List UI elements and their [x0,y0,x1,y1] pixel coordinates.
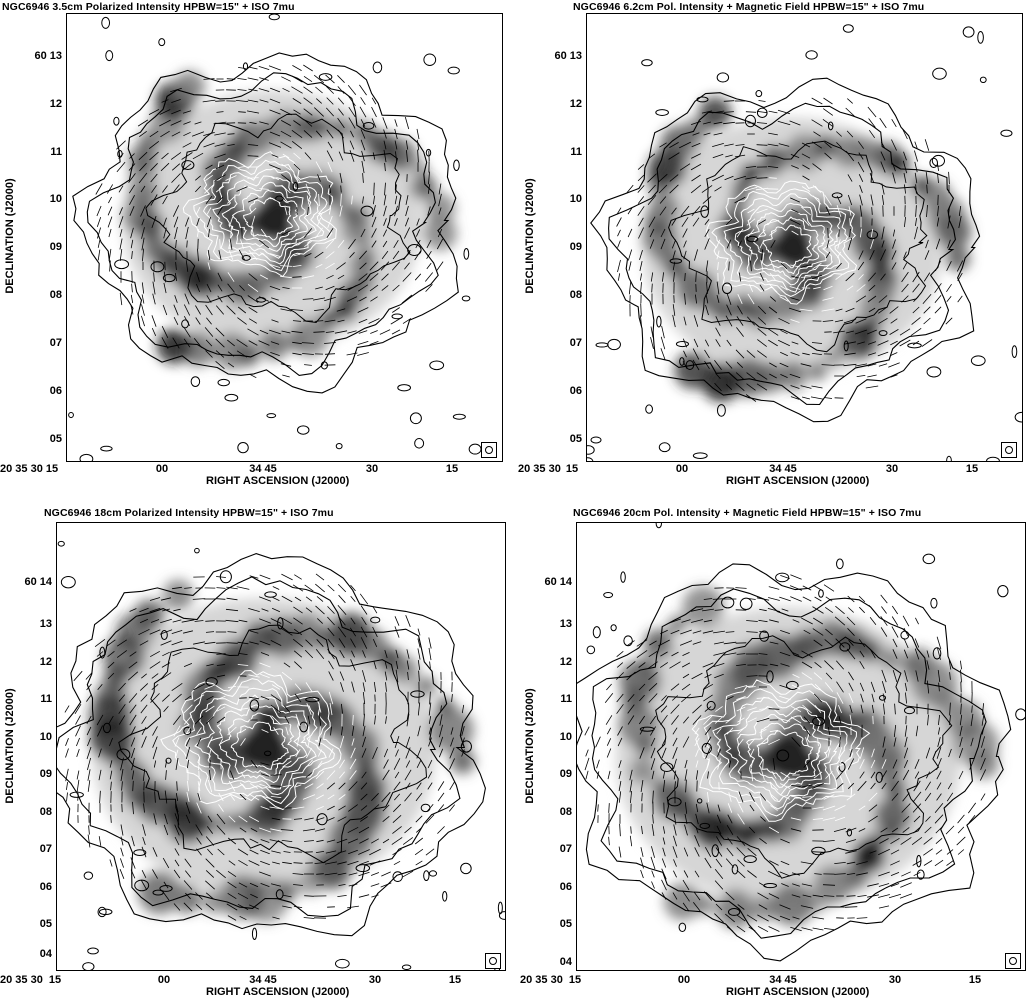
dec-tick-label: 10 [39,731,52,743]
ra-tick-label: 34 45 [769,463,797,475]
x-axis-title: RIGHT ASCENSION (J2000) [206,986,350,998]
panel-title: NGC6946 6.2cm Pol. Intensity + Magnetic … [573,1,925,13]
polarized-intensity-contours [68,14,482,461]
dec-tick-label: 60 13 [554,50,582,62]
ra-tick-label: 00 [675,463,689,475]
dec-tick-label: 09 [569,241,582,253]
ra-tick-label: 00 [155,463,169,475]
ra-tick-label: 34 45 [249,974,277,986]
panel-title: NGC6946 18cm Polarized Intensity HPBW=15… [44,507,334,519]
x-axis-title: RIGHT ASCENSION (J2000) [206,475,350,487]
y-axis-title: DECLINATION (J2000) [524,688,536,804]
ra-tick-label: 30 [888,974,902,986]
ra-tick-label: 15 [448,974,462,986]
y-axis-title: DECLINATION (J2000) [4,178,16,294]
panel-title: NGC6946 3.5cm Polarized Intensity HPBW=1… [2,1,295,13]
polarized-intensity-contours [587,24,1022,461]
polarization-map [57,540,505,970]
dec-tick-label: 60 14 [24,576,52,588]
polarization-map [577,523,1025,962]
dec-tick-label: 04 [559,956,572,968]
dec-tick-label: 60 14 [544,576,572,588]
beam-size-icon [481,442,497,458]
ra-tick-label: 30 [368,974,382,986]
map-frame [56,522,506,971]
dec-tick-label: 10 [559,731,572,743]
polarization-map [68,14,482,461]
polarization-map [587,24,1022,461]
magnetic-field-vectors [95,64,444,379]
dec-tick-label: 13 [39,618,52,630]
y-axis-title: DECLINATION (J2000) [4,688,16,804]
ra-tick-label: 30 [365,463,379,475]
ra-tick-label: 20 35 30 [520,974,563,986]
ra-tick-label: 15 [48,974,62,986]
ra-tick-label: 20 35 30 [0,974,43,986]
dec-tick-label: 07 [49,337,62,349]
dec-tick-label: 07 [39,843,52,855]
beam-size-icon [1005,953,1021,969]
ra-tick-label: 00 [677,974,691,986]
ra-tick-label: 15 [968,974,982,986]
dec-tick-label: 09 [39,768,52,780]
ra-tick-label: 15 [565,463,579,475]
map-frame [66,13,503,462]
dec-tick-label: 08 [559,806,572,818]
infrared-emission [122,70,457,370]
dec-tick-label: 05 [39,918,52,930]
dec-tick-label: 12 [569,98,582,110]
dec-tick-label: 06 [569,385,582,397]
dec-tick-label: 08 [39,806,52,818]
infrared-emission [641,96,972,402]
dec-tick-label: 09 [559,768,572,780]
dec-tick-label: 10 [49,193,62,205]
dec-tick-label: 04 [39,948,52,960]
magnetic-field-vectors [584,574,987,933]
x-axis-title: RIGHT ASCENSION (J2000) [726,475,870,487]
dec-tick-label: 05 [569,433,582,445]
ra-tick-label: 00 [157,974,171,986]
ra-tick-label: 15 [568,974,582,986]
dec-tick-label: 05 [559,918,572,930]
dec-tick-label: 13 [559,618,572,630]
ra-tick-label: 15 [445,463,459,475]
ra-tick-label: 20 35 30 [518,463,561,475]
magnetic-field-vectors [64,573,465,921]
ra-tick-label: 30 [885,463,899,475]
dec-tick-label: 08 [569,289,582,301]
dec-tick-label: 08 [49,289,62,301]
dec-tick-label: 09 [49,241,62,253]
beam-size-icon [1001,442,1017,458]
dec-tick-label: 06 [39,881,52,893]
dec-tick-label: 11 [50,146,62,158]
dec-tick-label: 60 13 [34,50,62,62]
dec-tick-label: 11 [560,693,572,705]
magnetic-field-vectors [616,97,964,402]
dec-tick-label: 12 [49,98,62,110]
dec-tick-label: 11 [40,693,52,705]
dec-tick-label: 12 [39,656,52,668]
map-frame [586,13,1023,462]
dec-tick-label: 10 [569,193,582,205]
y-axis-title: DECLINATION (J2000) [524,178,536,294]
dec-tick-label: 06 [559,881,572,893]
beam-size-icon [485,953,501,969]
dec-tick-label: 07 [569,337,582,349]
ra-tick-label: 34 45 [769,974,797,986]
map-frame [576,522,1026,971]
ra-tick-label: 20 35 30 [0,463,43,475]
ra-tick-label: 15 [965,463,979,475]
ra-tick-label: 15 [45,463,59,475]
x-axis-title: RIGHT ASCENSION (J2000) [726,986,870,998]
dec-tick-label: 05 [49,433,62,445]
panel-title: NGC6946 20cm Pol. Intensity + Magnetic F… [573,507,922,519]
dec-tick-label: 11 [570,146,582,158]
dec-tick-label: 12 [559,656,572,668]
dec-tick-label: 06 [49,385,62,397]
polarized-intensity-contours [577,523,1025,962]
dec-tick-label: 07 [559,843,572,855]
ra-tick-label: 34 45 [249,463,277,475]
